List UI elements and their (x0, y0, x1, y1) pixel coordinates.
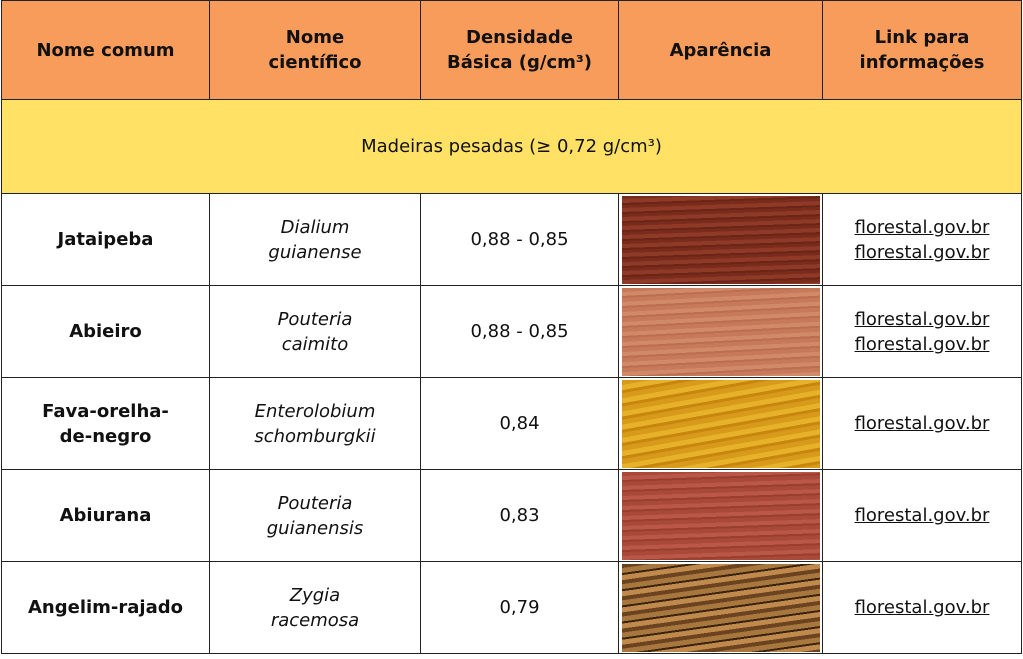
header-cell: Densidade Básica (g/cm³) (420, 0, 619, 100)
scientific-name-text: Pouteria (277, 308, 353, 330)
common-name-text: Angelim-rajado (28, 597, 183, 618)
scientific-name: Pouteria caimito (209, 285, 421, 378)
wood-image (621, 379, 820, 468)
density: 0,88 - 0,85 (420, 285, 619, 378)
appearance (618, 285, 823, 378)
density: 0,84 (420, 377, 619, 470)
scientific-name: Pouteria guianensis (209, 469, 421, 562)
wood-image (621, 563, 820, 652)
info-link[interactable]: florestal.gov.br (854, 505, 990, 526)
wood-row: Fava-orelha-de-negro Enterolobium schombur… (1, 377, 1022, 470)
common-name: Abieiro (1, 285, 210, 378)
info-link[interactable]: florestal.gov.br (854, 241, 990, 263)
scientific-name-text: Pouteria (277, 492, 353, 514)
scientific-name-text: caimito (281, 333, 349, 355)
common-name: Abiurana (1, 469, 210, 562)
info-link[interactable]: florestal.gov.br (854, 216, 990, 238)
common-name-text: Abieiro (69, 321, 142, 342)
info-link[interactable]: florestal.gov.br (854, 333, 990, 355)
common-name-text: Fava-orelha- (42, 400, 169, 422)
info-link[interactable]: florestal.gov.br (854, 413, 990, 434)
header-cell: Aparência (618, 0, 823, 100)
header-text: Aparência (669, 39, 772, 61)
header-cell: Nome comum (1, 0, 210, 100)
common-name-text: de-negro (59, 425, 152, 447)
wood-image (621, 287, 820, 376)
density: 0,88 - 0,85 (420, 193, 619, 286)
scientific-name-text: Enterolobium (254, 400, 376, 422)
wood-image (621, 195, 820, 284)
scientific-name: Dialium guianense (209, 193, 421, 286)
header-text: Nome comum (36, 39, 175, 61)
header-cell: Link para informações (822, 0, 1022, 100)
info-link[interactable]: florestal.gov.br (854, 308, 990, 330)
header-cell: Nome científico (209, 0, 421, 100)
wood-image (621, 471, 820, 560)
header-text: científico (268, 52, 362, 73)
common-name: Angelim-rajado (1, 561, 210, 654)
common-name-text: Abiurana (59, 505, 152, 526)
density: 0,79 (420, 561, 619, 654)
wood-row: Angelim-rajado Zygia racemosa 0,79 florestal… (1, 561, 1022, 654)
scientific-name-text: racemosa (270, 609, 360, 631)
scientific-name-text: Dialium (280, 216, 350, 238)
density: 0,83 (420, 469, 619, 562)
section-label: Madeiras pesadas (≥ 0,72 g/cm³) (1, 99, 1022, 194)
info-link[interactable]: florestal.gov.br (854, 597, 990, 618)
header-row: Nome comum Nome científico Densidade Básica … (1, 0, 1022, 100)
header-text: Link para (874, 27, 970, 48)
links: florestal.gov.br florestal.gov.br (822, 285, 1022, 378)
section-row: Madeiras pesadas (≥ 0,72 g/cm³) (1, 99, 1022, 194)
header-text: Básica (g/cm³) (446, 52, 593, 73)
wood-row: Abieiro Pouteria caimito 0,88 - 0,85 florest… (1, 285, 1022, 378)
appearance (618, 561, 823, 654)
links: florestal.gov.br (822, 377, 1022, 470)
header-text: informações (859, 52, 985, 73)
scientific-name-text: guianensis (266, 517, 364, 539)
wood-row: Jataipeba Dialium guianense 0,88 - 0,85 flor… (1, 193, 1022, 286)
links: florestal.gov.br (822, 469, 1022, 562)
common-name-text: Jataipeba (57, 229, 154, 250)
appearance (618, 469, 823, 562)
appearance (618, 193, 823, 286)
common-name: Jataipeba (1, 193, 210, 286)
links: florestal.gov.br (822, 561, 1022, 654)
common-name: Fava-orelha-de-negro (1, 377, 210, 470)
appearance (618, 377, 823, 470)
wood-row: Abiurana Pouteria guianensis 0,83 florestal.… (1, 469, 1022, 562)
scientific-name: Zygia racemosa (209, 561, 421, 654)
scientific-name-text: schomburgkii (254, 425, 376, 447)
header-text: Nome (285, 27, 345, 48)
scientific-name: Enterolobium schomburgkii (209, 377, 421, 470)
scientific-name-text: guianense (268, 241, 362, 263)
scientific-name-text: Zygia (289, 584, 341, 606)
links: florestal.gov.br florestal.gov.br (822, 193, 1022, 286)
header-text: Densidade (466, 27, 573, 48)
